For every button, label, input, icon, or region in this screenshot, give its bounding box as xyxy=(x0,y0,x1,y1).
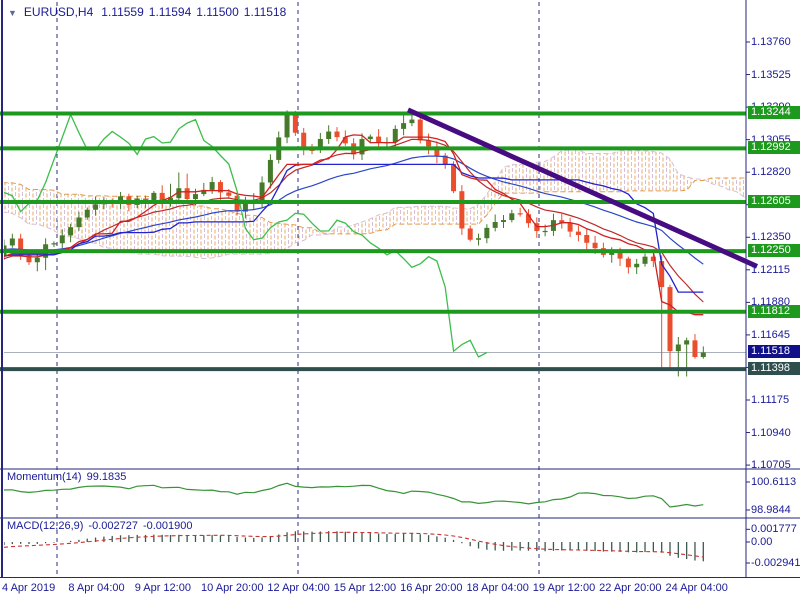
time-axis-label: 19 Apr 12:00 xyxy=(532,582,596,594)
level-price-box: 1.12992 xyxy=(748,141,800,155)
macd-signal-value: -0.001900 xyxy=(142,520,193,532)
ichimoku-cloud xyxy=(4,149,746,259)
current-price-box: 1.11518 xyxy=(748,345,800,359)
momentum-name: Momentum(14) xyxy=(7,471,82,483)
price-tick-label: 1.13525 xyxy=(751,68,791,81)
momentum-tick-label: 100.6113 xyxy=(751,476,797,488)
symbol-period-label: EURUSD,H4 xyxy=(23,5,94,19)
price-tick-label: 1.11175 xyxy=(751,393,790,406)
time-axis-label: 10 Apr 20:00 xyxy=(201,582,264,594)
macd-tick-label: 0.00 xyxy=(751,536,773,548)
level-price-box: 1.13244 xyxy=(748,106,800,120)
price-tick-label: 1.10940 xyxy=(751,426,791,439)
high-value: 1.11594 xyxy=(148,5,192,19)
macd-tick-label: -0.002941 xyxy=(751,557,800,569)
price-tick-label: 1.12350 xyxy=(751,231,791,244)
time-axis-label: 15 Apr 12:00 xyxy=(333,582,397,594)
open-value: 1.11559 xyxy=(101,5,144,19)
chart-dropdown-icon[interactable]: ▼ xyxy=(8,8,17,18)
macd-indicator-label: MACD(12,26,9) -0.002727 -0.001900 xyxy=(7,520,193,532)
period-separators xyxy=(56,2,540,577)
momentum-panel[interactable] xyxy=(4,482,704,508)
time-axis-label: 4 Apr 2019 xyxy=(2,582,56,594)
time-axis-label: 9 Apr 12:00 xyxy=(134,582,191,594)
chart-title: ▼ EURUSD,H4 1.11559 1.11594 1.11500 1.11518 xyxy=(8,5,291,19)
price-tick-label: 1.13760 xyxy=(751,36,791,48)
descending-trendline[interactable] xyxy=(406,107,759,269)
momentum-value: 99.1835 xyxy=(86,471,127,483)
level-price-box: 1.11812 xyxy=(748,304,800,318)
close-value: 1.11518 xyxy=(243,5,287,19)
price-tick-label: 1.12820 xyxy=(751,166,791,179)
macd-panel[interactable] xyxy=(4,531,704,562)
time-axis-label: 8 Apr 04:00 xyxy=(68,582,125,594)
level-price-box: 1.12605 xyxy=(748,194,800,208)
low-value: 1.11500 xyxy=(196,5,239,19)
time-axis-label: 16 Apr 20:00 xyxy=(400,582,463,594)
macd-name: MACD(12,26,9) xyxy=(7,520,84,532)
momentum-tick-label: 98.9844 xyxy=(751,504,791,516)
support-resistance-lines[interactable] xyxy=(0,111,746,372)
time-axis-label: 22 Apr 20:00 xyxy=(599,582,662,594)
momentum-indicator-label: Momentum(14) 99.1835 xyxy=(7,471,126,483)
candles xyxy=(4,110,706,377)
time-axis-label: 12 Apr 04:00 xyxy=(267,582,330,594)
time-axis-label: 24 Apr 04:00 xyxy=(665,582,728,594)
macd-value: -0.002727 xyxy=(88,520,138,532)
panel-borders xyxy=(0,0,800,578)
price-tick-label: 1.11645 xyxy=(751,328,790,341)
price-tick-label: 1.12115 xyxy=(751,263,790,276)
level-price-box: 1.11398 xyxy=(748,362,800,376)
macd-tick-label: 0.001777 xyxy=(751,523,797,536)
price-tick-label: 1.10705 xyxy=(751,459,791,472)
time-axis-label: 18 Apr 04:00 xyxy=(466,582,529,594)
level-price-box: 1.12250 xyxy=(748,244,800,258)
